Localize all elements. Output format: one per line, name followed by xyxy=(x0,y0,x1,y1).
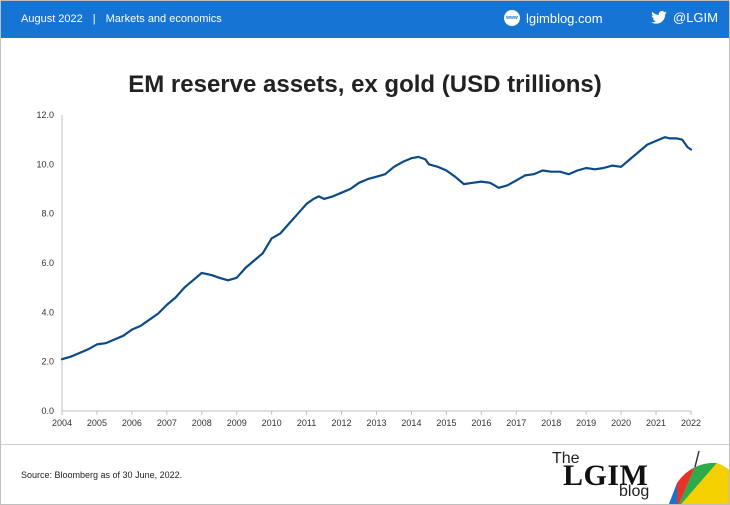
lgim-blog-logo: The LGIM blog xyxy=(549,447,729,504)
x-tick-label: 2019 xyxy=(576,418,596,428)
x-tick-label: 2016 xyxy=(471,418,491,428)
header-date: August 2022 xyxy=(21,13,83,25)
x-tick-label: 2014 xyxy=(401,418,421,428)
y-tick-label: 6.0 xyxy=(41,258,54,268)
twitter-bird-icon xyxy=(651,11,667,24)
header-left: August 2022 | Markets and economics xyxy=(21,13,222,25)
site-link[interactable]: www lgimblog.com xyxy=(504,10,603,26)
x-tick-label: 2018 xyxy=(541,418,561,428)
y-tick-label: 4.0 xyxy=(41,307,54,317)
y-tick-label: 2.0 xyxy=(41,357,54,367)
globe-icon: www xyxy=(504,10,520,26)
chart-title: EM reserve assets, ex gold (USD trillion… xyxy=(128,71,602,98)
y-tick-label: 8.0 xyxy=(41,209,54,219)
x-tick-label: 2007 xyxy=(157,418,177,428)
x-tick-label: 2009 xyxy=(227,418,247,428)
x-tick-label: 2005 xyxy=(87,418,107,428)
line-chart: 0.0 2.0 4.0 6.0 8.0 10.0 12.0 2004 2005 2006 2007 2… xyxy=(36,110,701,428)
brand-name: LGIM xyxy=(563,459,649,492)
x-tick-label: 2015 xyxy=(436,418,456,428)
x-tick-label: 2010 xyxy=(262,418,282,428)
x-tick-label: 2013 xyxy=(366,418,386,428)
header-bar: August 2022 | Markets and economics www lg… xyxy=(1,1,729,38)
footer-divider xyxy=(1,444,729,445)
x-tick-label: 2022 xyxy=(681,418,701,428)
header-separator: | xyxy=(92,13,96,25)
header-section: Markets and economics xyxy=(105,13,222,25)
x-tick-label: 2006 xyxy=(122,418,142,428)
twitter-handle: @LGIM xyxy=(673,10,718,25)
x-tick-label: 2008 xyxy=(192,418,212,428)
x-tick-label: 2020 xyxy=(611,418,631,428)
umbrella-icon xyxy=(668,450,729,504)
twitter-link[interactable]: @LGIM xyxy=(651,10,718,25)
source-note: Source: Bloomberg as of 30 June, 2022. xyxy=(21,470,183,480)
x-tick-label: 2017 xyxy=(506,418,526,428)
y-tick-label: 0.0 xyxy=(41,406,54,416)
series-line xyxy=(60,136,693,361)
x-tick-label: 2021 xyxy=(646,418,666,428)
y-tick-label: 12.0 xyxy=(36,110,54,120)
site-name: lgimblog.com xyxy=(526,10,603,26)
x-tick-label: 2012 xyxy=(332,418,352,428)
x-tick-label: 2004 xyxy=(52,418,72,428)
x-tick-label: 2011 xyxy=(297,418,316,428)
y-tick-label: 10.0 xyxy=(36,159,54,169)
brand-blog: blog xyxy=(619,483,650,500)
brand-the: The xyxy=(552,450,580,467)
